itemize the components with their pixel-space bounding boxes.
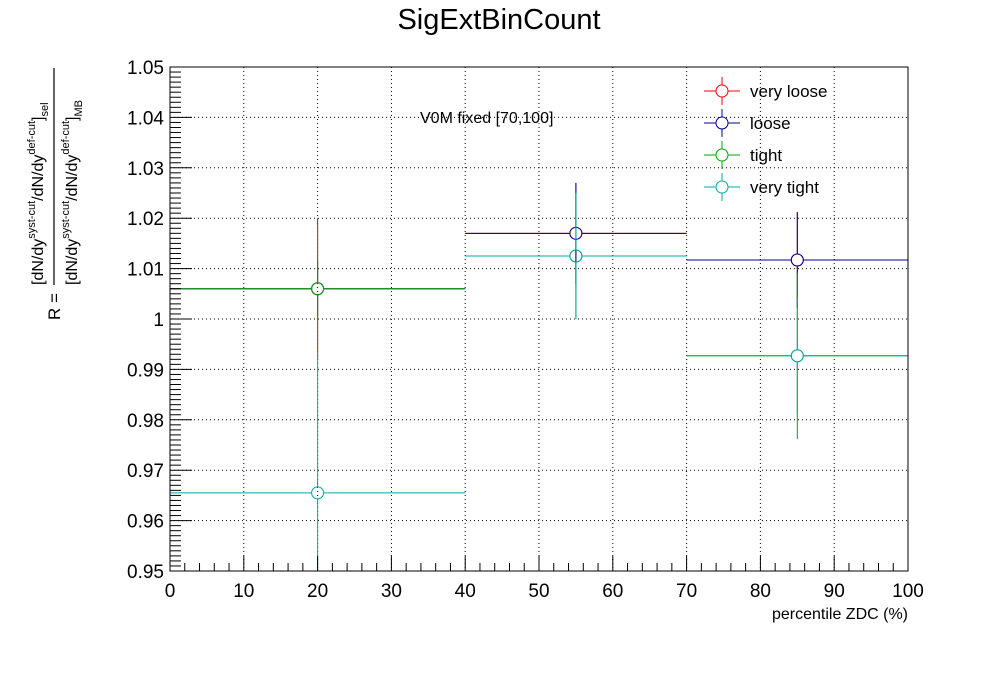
x-tick-label: 50	[528, 581, 549, 602]
y-tick-label: 0.99	[127, 360, 164, 381]
data-point	[311, 282, 325, 296]
chart-title: SigExtBinCount	[397, 4, 601, 36]
y-tick-label: 0.98	[127, 411, 164, 432]
ylabel-prefix: R =	[45, 293, 64, 320]
legend-label: very tight	[750, 178, 819, 197]
x-tick-label: 30	[381, 581, 402, 602]
chart-annotation: V0M fixed [70,100]	[420, 110, 554, 127]
y-tick-label: 1.01	[127, 260, 164, 281]
ylabel-denominator: [dN/dysyst-cut/dN/dydef-cut]MB	[60, 100, 85, 285]
y-tick-label: 0.96	[127, 512, 164, 533]
x-tick-label: 60	[602, 581, 623, 602]
x-tick-label: 20	[307, 581, 328, 602]
legend-marker	[715, 116, 729, 130]
y-tick-label: 1.04	[127, 108, 164, 129]
y-tick-label: 0.95	[127, 562, 164, 583]
x-tick-label: 90	[824, 581, 845, 602]
axis-layer: 0 10 20 30 40 50 60 70 80 90 100 0.95 0.96 0.97 0.98 0.…	[127, 58, 924, 602]
data-point	[311, 486, 325, 500]
y-tick-label: 1.03	[127, 159, 164, 180]
series-very-tight	[170, 193, 908, 571]
ylabel-numerator: [dN/dysyst-cut/dN/dydef-cut]sel	[26, 102, 51, 285]
data-point	[569, 249, 583, 263]
legend-entry: tight	[704, 141, 782, 169]
grid-layer	[170, 67, 908, 571]
legend-label: tight	[750, 146, 782, 165]
legend-entry: very tight	[704, 173, 819, 201]
legend-marker	[715, 84, 729, 98]
x-tick-label: 0	[165, 581, 176, 602]
legend-layer: very loose loose tight very tight	[704, 77, 827, 201]
legend-label: loose	[750, 114, 791, 133]
data-point	[790, 253, 804, 267]
legend-entry: very loose	[704, 77, 827, 105]
legend-entry: loose	[704, 109, 791, 137]
x-tick-label: 100	[892, 581, 924, 602]
x-tick-label: 80	[750, 581, 771, 602]
y-axis-label: R = [dN/dysyst-cut/dN/dydef-cut]sel [dN/…	[10, 60, 105, 330]
series-layer	[170, 182, 908, 571]
y-tick-label: 1.05	[127, 58, 164, 79]
legend-label: very loose	[750, 82, 827, 101]
x-tick-label: 70	[676, 581, 697, 602]
y-tick-label: 0.97	[127, 461, 164, 482]
svg-text:R =: R =	[45, 293, 64, 320]
x-axis-label: percentile ZDC (%)	[771, 606, 908, 623]
y-tick-label: 1.02	[127, 209, 164, 230]
y-tick-label: 1	[153, 310, 164, 331]
legend-marker	[715, 180, 729, 194]
x-tick-label: 40	[455, 581, 476, 602]
data-point	[790, 349, 804, 363]
legend-marker	[715, 148, 729, 162]
x-tick-label: 10	[233, 581, 254, 602]
